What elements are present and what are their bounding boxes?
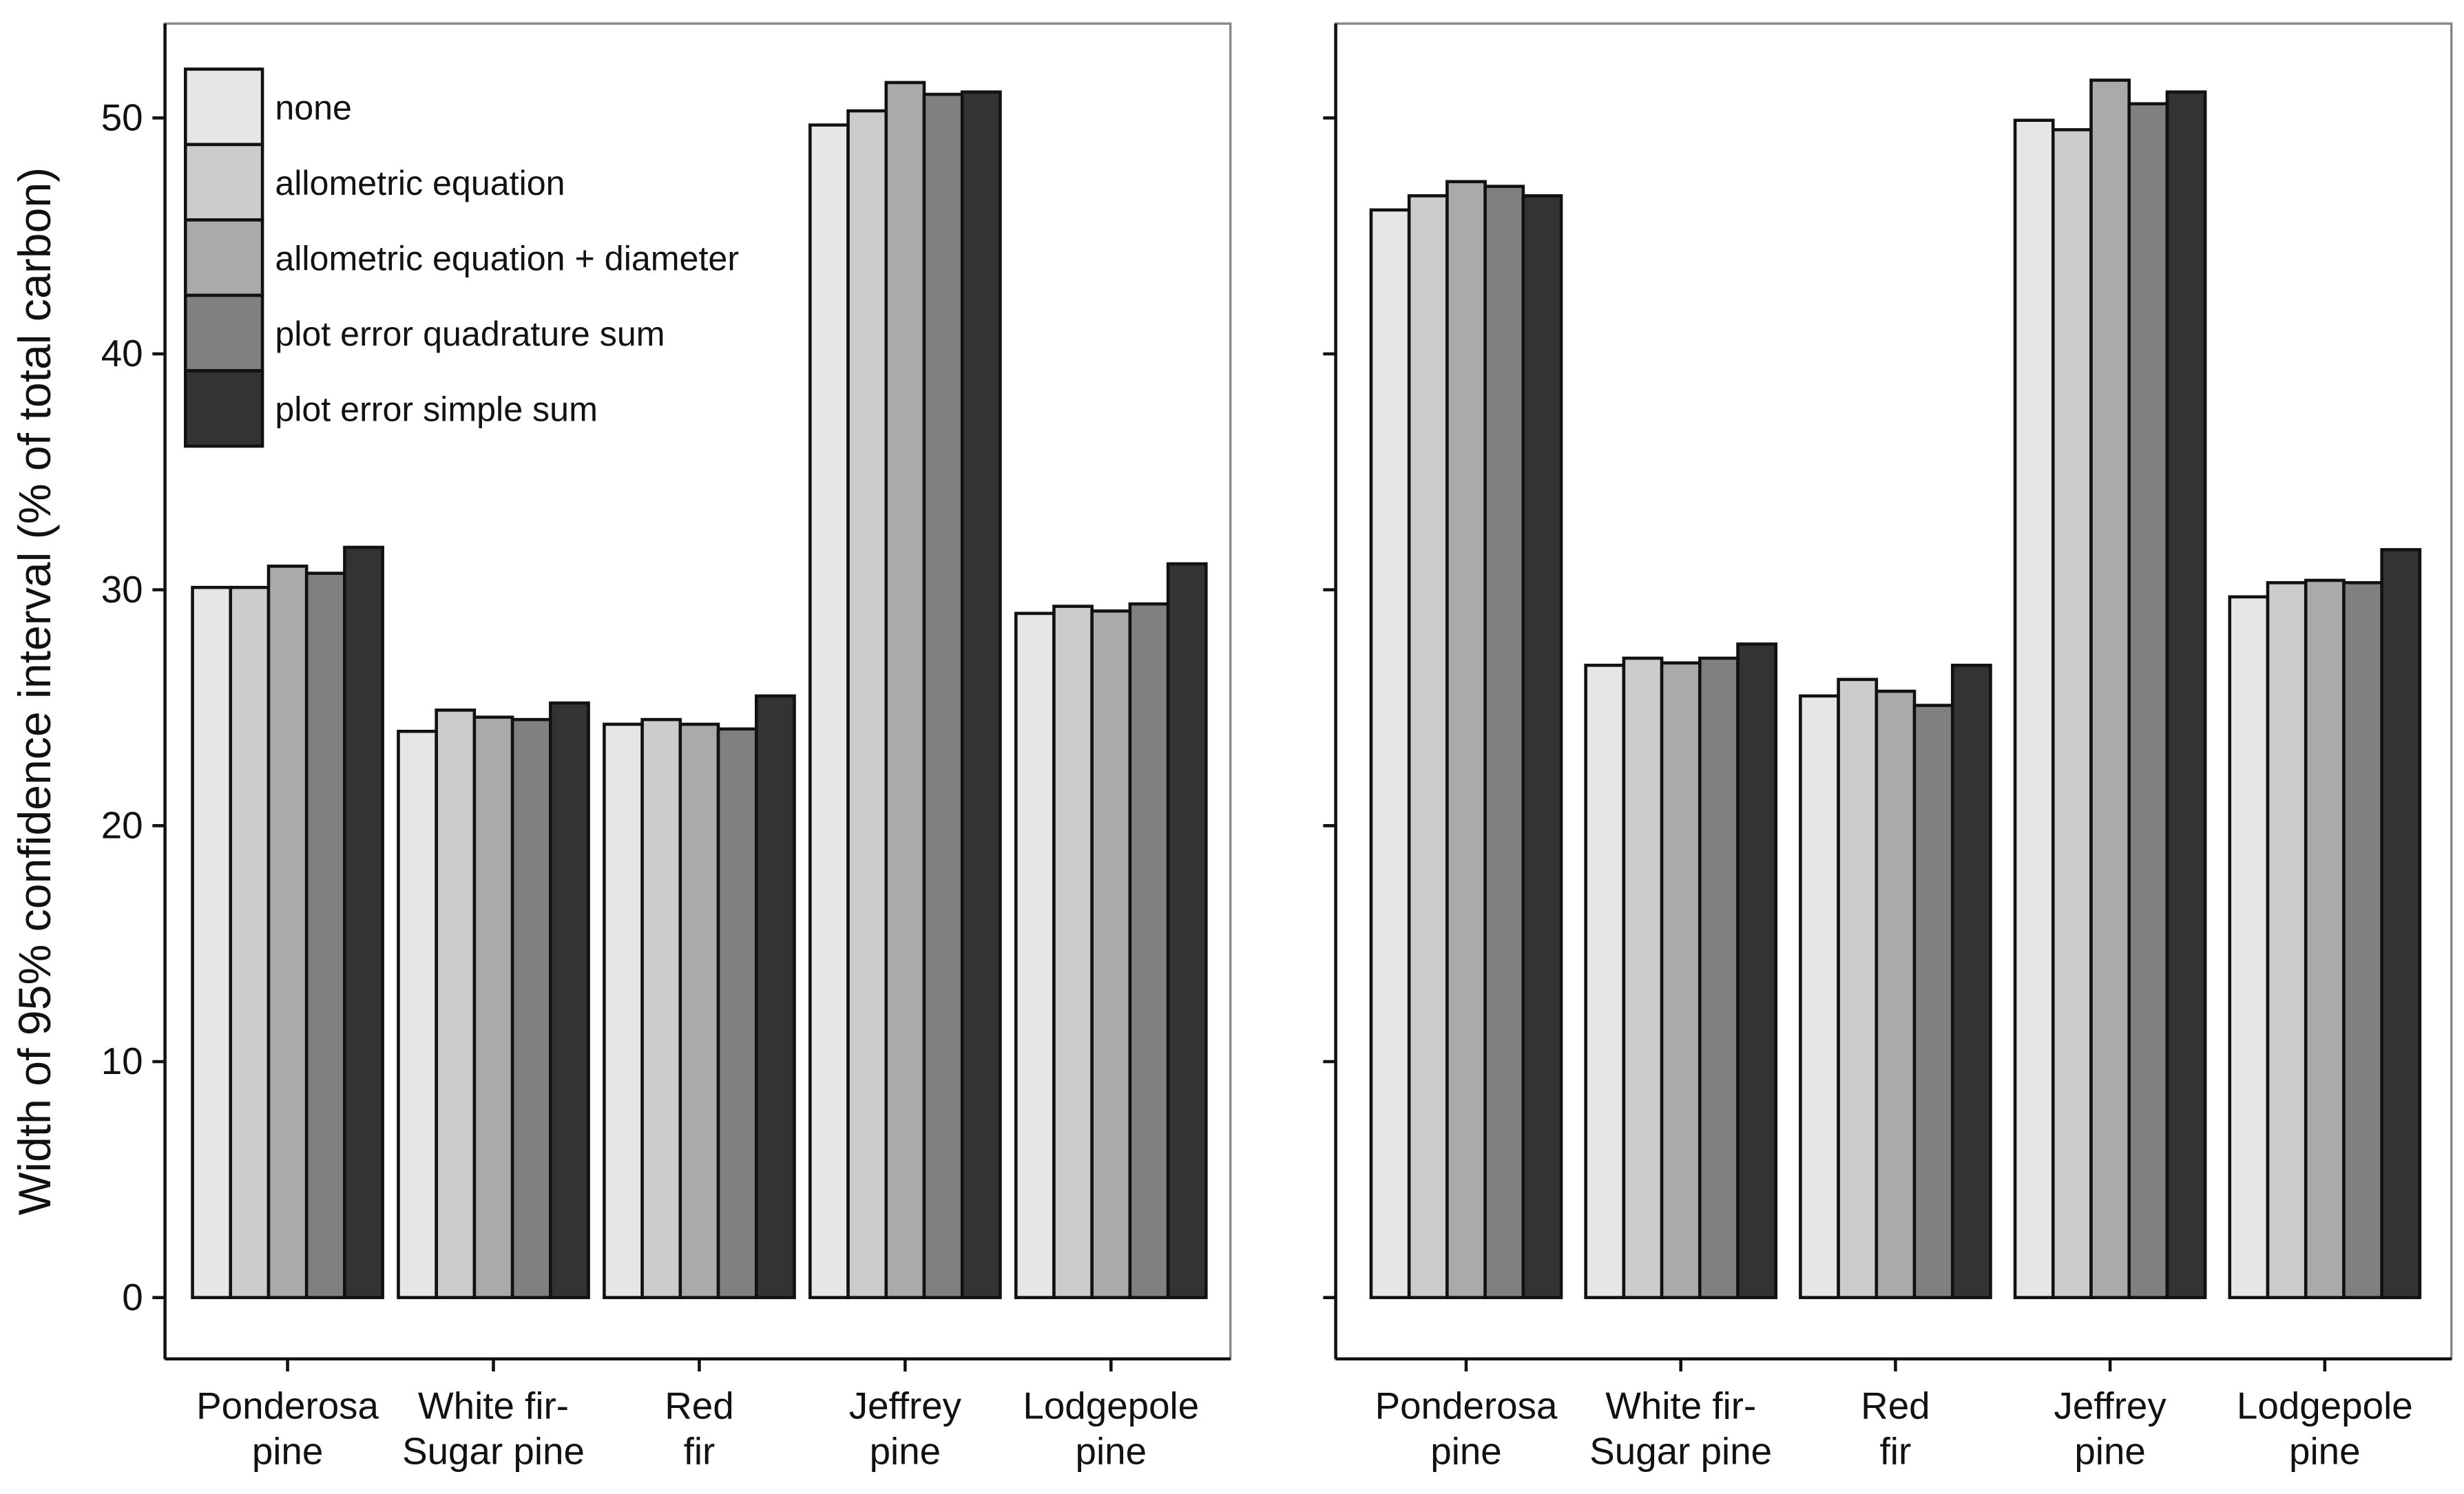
bar — [1622, 656, 1664, 1299]
bar — [716, 727, 758, 1299]
bar — [1445, 180, 1487, 1299]
bar — [510, 717, 552, 1299]
bar — [960, 90, 1002, 1299]
y-tick-label: 20 — [101, 804, 143, 847]
bar — [2013, 118, 2055, 1299]
bar — [267, 565, 309, 1299]
y-tick-label: 40 — [101, 332, 143, 375]
y-tick-label: 10 — [101, 1040, 143, 1082]
bar — [922, 92, 964, 1299]
bar — [1736, 642, 1778, 1299]
bar — [1483, 185, 1525, 1299]
bar — [1660, 661, 1702, 1299]
bar — [472, 715, 514, 1299]
bar — [2380, 548, 2422, 1299]
x-tick-label: White fir-Sugar pine — [402, 1384, 585, 1472]
legend-label: plot error quadrature sum — [275, 315, 665, 353]
x-tick-label: Lodgepole pine — [2237, 1384, 2413, 1472]
legend-label: plot error simple sum — [275, 390, 598, 429]
legend-swatch — [183, 67, 264, 147]
bar — [229, 585, 271, 1299]
bar — [1521, 194, 1563, 1299]
legend-swatch — [183, 369, 264, 448]
bar — [1584, 664, 1626, 1299]
bar — [1090, 609, 1132, 1299]
legend-swatch — [183, 293, 264, 372]
bar — [304, 571, 346, 1299]
bar — [2051, 128, 2093, 1299]
bar — [435, 708, 477, 1299]
bar — [397, 729, 438, 1299]
bar — [1912, 704, 1954, 1299]
x-tick-label: Jeffrey pine — [2054, 1384, 2167, 1472]
legend-label: allometric equation + diameter — [275, 239, 739, 277]
bar — [2342, 581, 2383, 1299]
bar — [2304, 578, 2346, 1299]
bar — [2089, 78, 2131, 1299]
legend-swatch — [183, 143, 264, 222]
bar — [678, 722, 720, 1299]
bar — [1128, 602, 1170, 1299]
x-tick-label: Red fir — [1861, 1384, 1930, 1472]
bar — [1799, 694, 1840, 1299]
bar — [754, 694, 796, 1299]
bar — [808, 123, 850, 1299]
x-tick-label: Ponderosa pine — [196, 1384, 379, 1472]
bar — [1407, 194, 1449, 1299]
x-tick-label: Red fir — [665, 1384, 733, 1472]
bar — [640, 717, 682, 1299]
bar — [1950, 664, 1992, 1299]
x-tick-label: Jeffrey pine — [849, 1384, 962, 1472]
x-tick-label: White fir-Sugar pine — [1589, 1384, 1772, 1472]
x-tick-label: Ponderosa pine — [1375, 1384, 1558, 1472]
bar — [1166, 562, 1208, 1299]
bar — [2228, 595, 2270, 1299]
bar — [2266, 581, 2308, 1299]
bar — [191, 585, 233, 1299]
bar — [2165, 90, 2207, 1299]
y-axis-label: Width of 95% confidence interval (% of t… — [10, 167, 61, 1215]
bar — [846, 109, 888, 1299]
bar — [1014, 611, 1056, 1299]
bar — [1698, 656, 1740, 1299]
x-tick-label: Lodgepole pine — [1023, 1384, 1199, 1472]
legend-label: none — [275, 88, 352, 127]
bar — [884, 81, 926, 1299]
bar — [603, 722, 644, 1299]
bar — [549, 701, 590, 1299]
bar — [2127, 102, 2169, 1299]
bar — [1837, 677, 1879, 1299]
y-tick-label: 50 — [101, 96, 143, 139]
y-tick-label: 30 — [101, 568, 143, 611]
bar — [1369, 208, 1411, 1299]
legend-label: allometric equation — [275, 164, 565, 202]
bar — [343, 545, 384, 1299]
bar — [1052, 604, 1094, 1299]
y-tick-label: 0 — [122, 1276, 143, 1318]
legend-swatch — [183, 218, 264, 297]
bar — [1875, 689, 1917, 1299]
